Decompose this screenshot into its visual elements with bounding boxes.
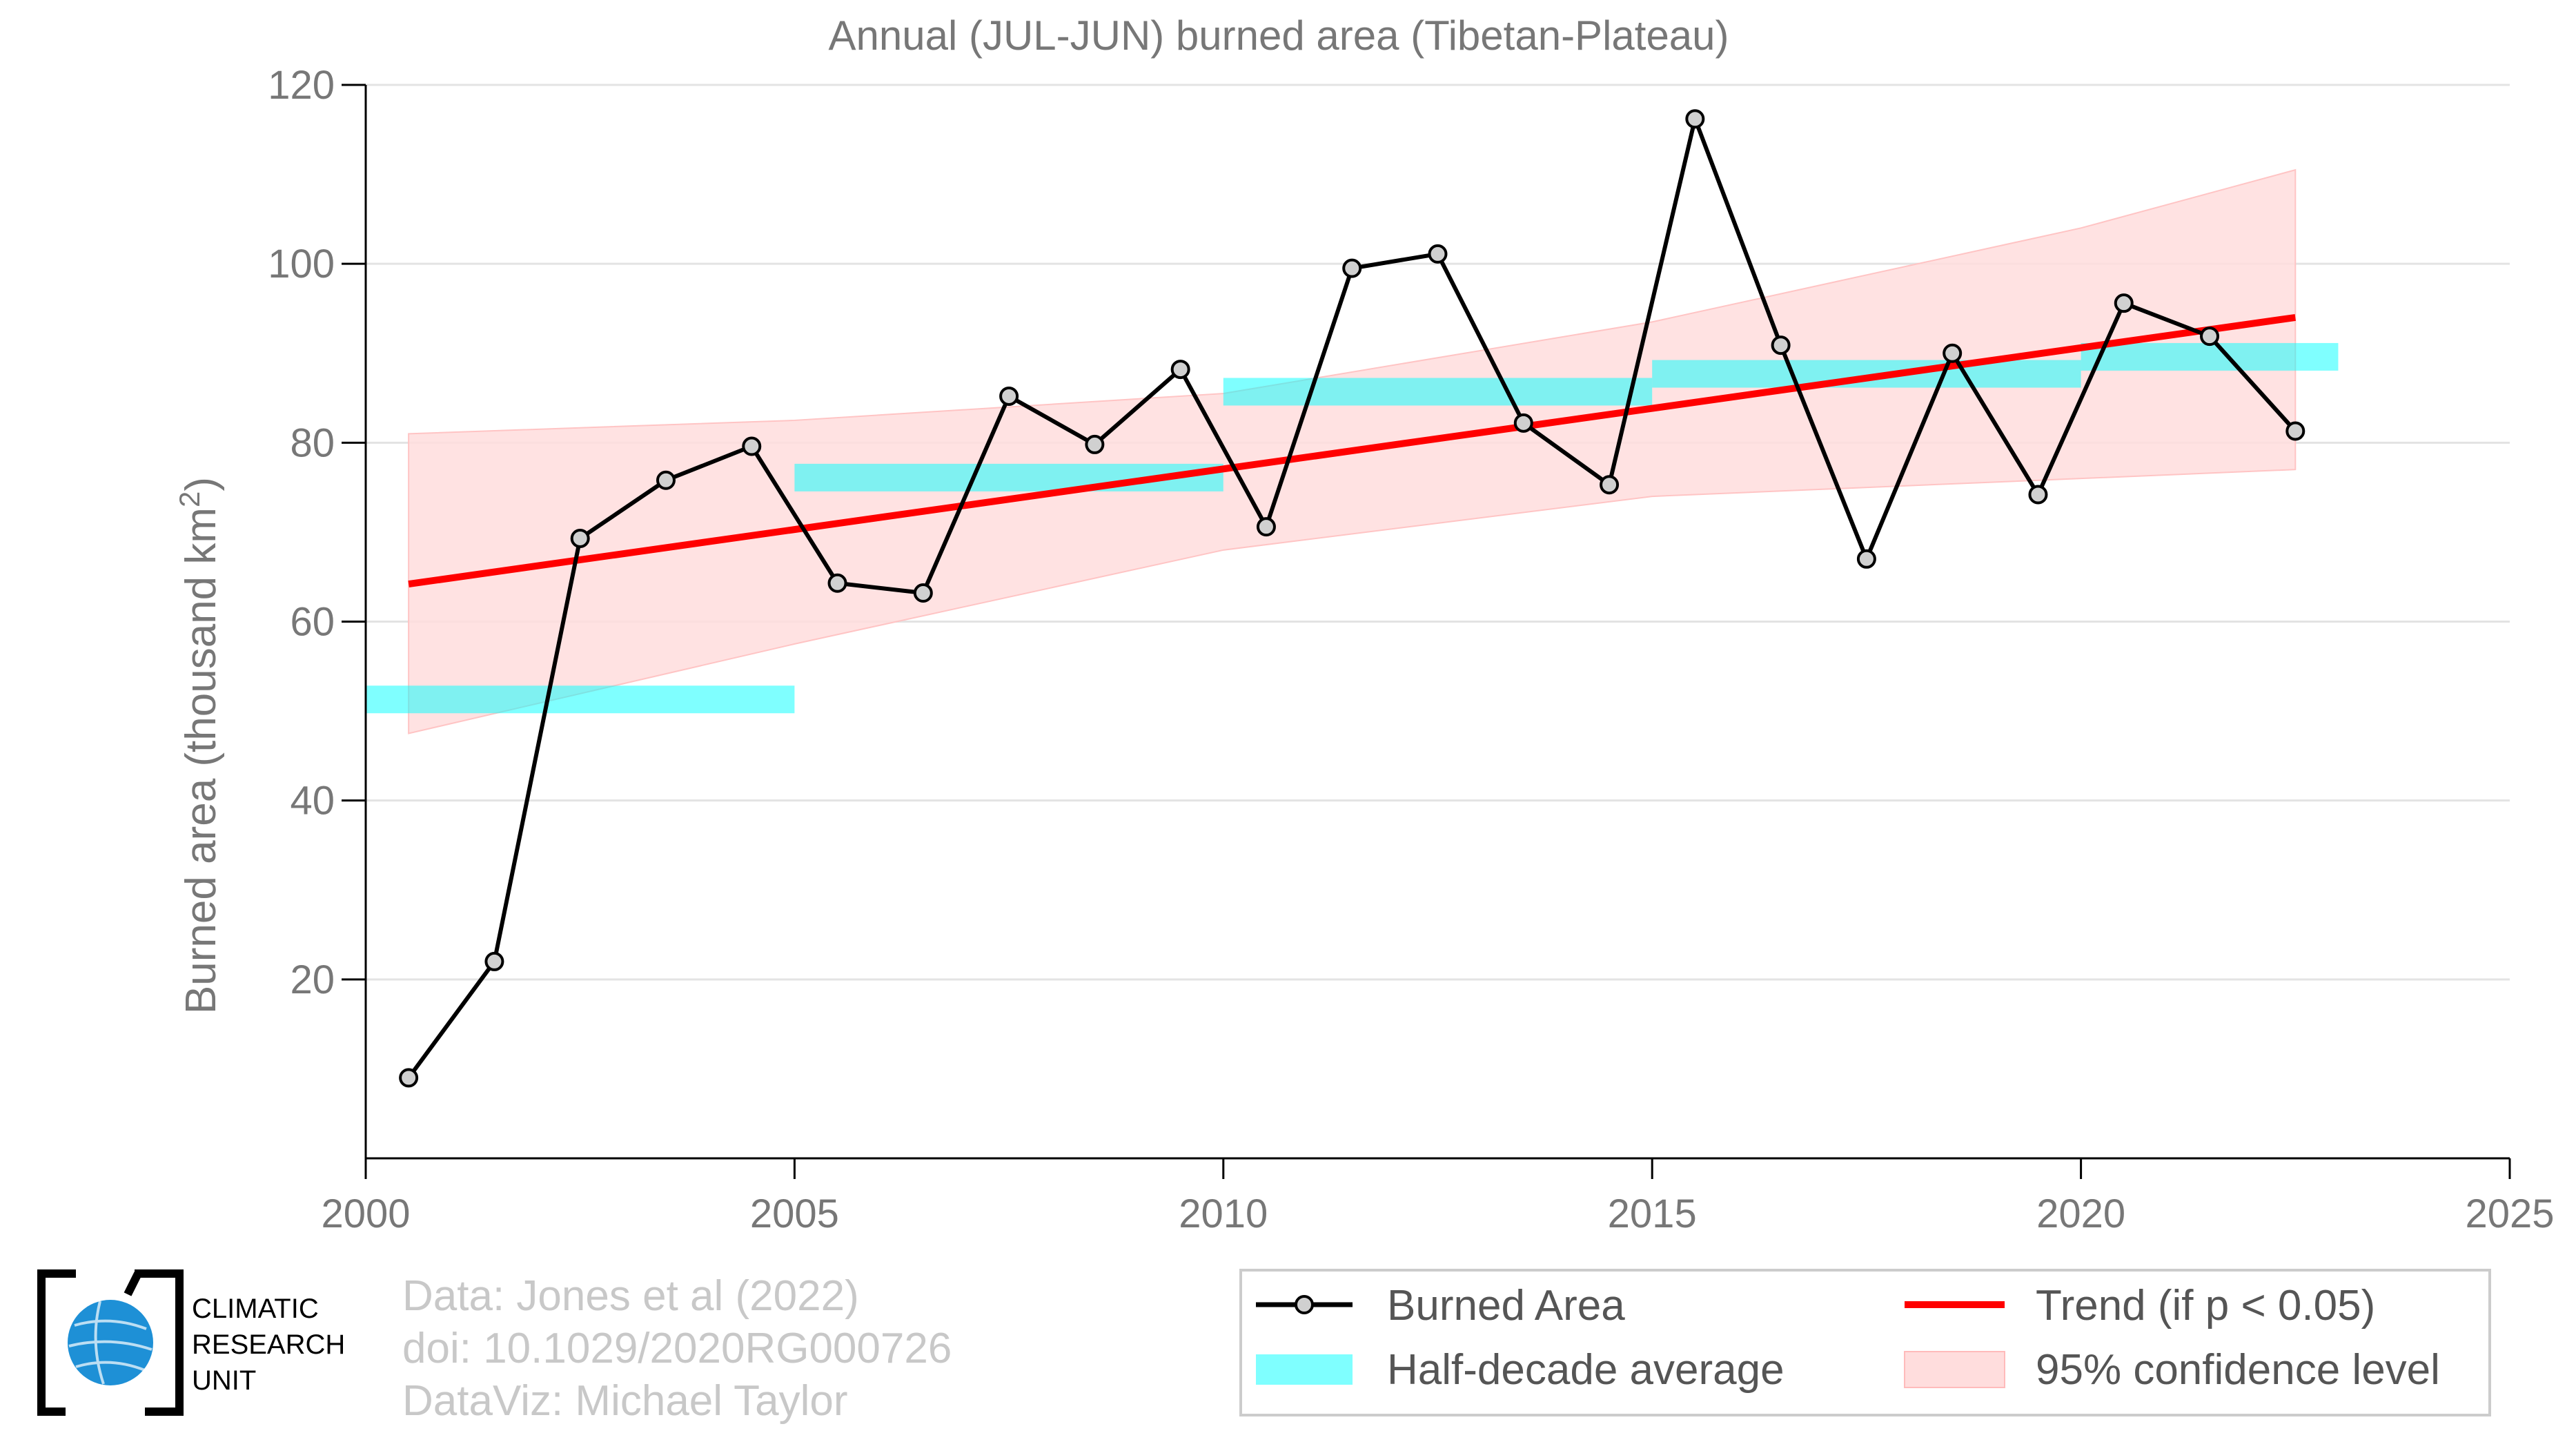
cru-line-2: RESEARCH: [192, 1330, 346, 1360]
x-tick-label-2025: 2025: [2465, 1191, 2554, 1236]
burned-area-point-2013.5: [1513, 413, 1533, 433]
half-decade-bar-0: [366, 685, 795, 714]
burned-area-point-2016.5: [1771, 335, 1791, 356]
axes: 20 40 60 80 100 120 2000 2005 2010 2015 2020 2025: [268, 63, 2554, 1236]
cru-line-3: UNIT: [192, 1365, 257, 1396]
burned-area-point-2014.5: [1600, 475, 1620, 495]
x-tick-label-2015: 2015: [1608, 1191, 1697, 1236]
burned-area-point-2018.5: [1943, 343, 1963, 363]
credit-doi: doi: 10.1029/2020RG000726: [402, 1325, 952, 1372]
legend-avg-swatch: [1256, 1354, 1353, 1385]
y-tick-label-100: 100: [268, 242, 335, 286]
legend: Burned Area Trend (if p < 0.05) Half-dec…: [1239, 1269, 2491, 1416]
half-decade-bar-2: [1223, 378, 1653, 406]
burned-area-point-2015.5: [1685, 109, 1705, 129]
burned-area-series: [399, 109, 2305, 1088]
burned-area-point-2020.5: [2114, 293, 2134, 313]
burned-area-point-2002.5: [570, 528, 590, 548]
x-tick-label-2000: 2000: [321, 1191, 410, 1236]
cru-logo-text: CLIMATIC RESEARCH UNIT: [192, 1291, 345, 1399]
legend-ci-label: 95% confidence level: [2036, 1346, 2440, 1394]
y-tick-label-20: 20: [290, 957, 335, 1002]
burned-area-point-2000.5: [399, 1068, 419, 1088]
y-axis-label: Burned area (thousand km2): [173, 477, 226, 1014]
cru-line-1: CLIMATIC: [192, 1294, 319, 1324]
legend-ci-swatch: [1904, 1351, 2005, 1388]
burned-area-point-2008.5: [1085, 434, 1105, 454]
y-tick-label-40: 40: [290, 779, 335, 824]
trend-line-segment: [408, 313, 2296, 588]
legend-frame: [1239, 1269, 2491, 1416]
legend-burned-label: Burned Area: [1387, 1282, 1625, 1330]
half-decade-bar-4: [2081, 342, 2339, 371]
burned-area-point-2017.5: [1856, 549, 1876, 569]
credit-data-source: Data: Jones et al (2022): [402, 1272, 859, 1320]
burned-area-point-2005.5: [827, 573, 847, 593]
cru-logo: [37, 1269, 184, 1416]
burned-area-point-2009.5: [1170, 360, 1190, 380]
burned-area-point-2019.5: [2028, 485, 2048, 505]
burned-area-point-2006.5: [913, 583, 933, 603]
y-tick-label-60: 60: [290, 600, 335, 645]
trend-line: [408, 313, 2296, 588]
burned-area-point-2007.5: [999, 386, 1019, 406]
data-credits: Data: Jones et al (2022) doi: 10.1029/20…: [402, 1270, 952, 1428]
burned-area-point-2012.5: [1428, 244, 1448, 264]
burned-area-point-2011.5: [1342, 258, 1362, 278]
burned-area-point-2021.5: [2200, 327, 2220, 347]
burned-area-point-2022.5: [2285, 421, 2305, 441]
y-tick-label-80: 80: [290, 420, 335, 465]
credit-dataviz: DataViz: Michael Taylor: [402, 1377, 848, 1425]
legend-burned-marker: [1295, 1295, 1314, 1314]
burned-area-point-2003.5: [656, 470, 676, 490]
burned-area-point-2004.5: [742, 436, 762, 456]
x-tick-label-2010: 2010: [1179, 1191, 1268, 1236]
legend-avg-label: Half-decade average: [1387, 1346, 1784, 1394]
x-tick-label-2020: 2020: [2036, 1191, 2125, 1236]
legend-trend-label: Trend (if p < 0.05): [2036, 1282, 2375, 1330]
x-tick-label-2005: 2005: [750, 1191, 839, 1236]
burned-area-point-2001.5: [484, 951, 504, 971]
half-decade-bar-3: [1652, 360, 2081, 388]
y-tick-label-120: 120: [268, 63, 335, 108]
chart-title: Annual (JUL-JUN) burned area (Tibetan-Pl…: [828, 12, 1729, 59]
burned-area-point-2010.5: [1256, 517, 1276, 537]
